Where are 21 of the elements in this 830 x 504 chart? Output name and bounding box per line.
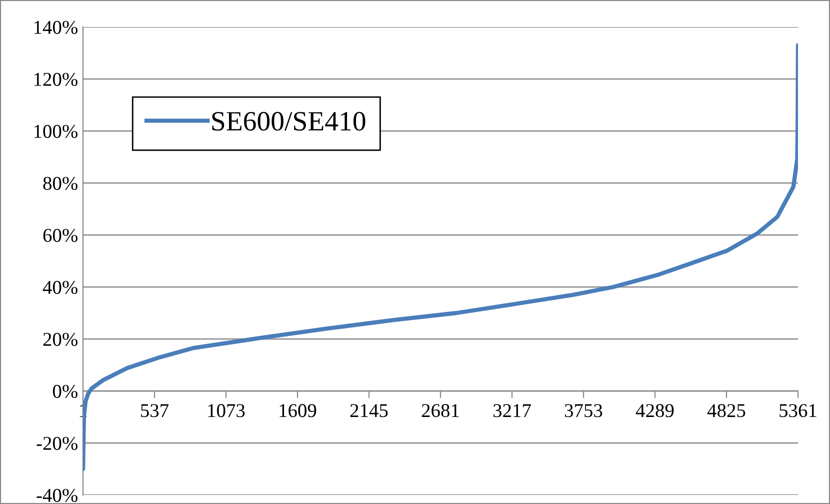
- x-tick-label: 3217: [493, 404, 531, 418]
- x-tick-label: 4289: [636, 404, 674, 418]
- x-tick-label: 1609: [280, 404, 316, 418]
- y-tick-label: -40%: [36, 488, 78, 502]
- y-tick-label: 140%: [34, 20, 78, 34]
- y-tick-label: -20%: [36, 436, 78, 450]
- x-tick-label: 4825: [707, 404, 746, 418]
- y-tick-label: 40%: [42, 280, 78, 294]
- x-tick-label: 2145: [350, 404, 388, 418]
- y-tick-label: 60%: [43, 228, 78, 242]
- y-tick-label: 100%: [34, 124, 78, 138]
- y-tick-label: 80%: [43, 176, 78, 190]
- x-tick-label: 3753: [564, 404, 602, 418]
- x-tick-label: 1073: [208, 404, 245, 418]
- x-tick-label: 537: [141, 404, 169, 418]
- y-tick-label: 120%: [34, 72, 78, 86]
- x-tick-label: 5361: [780, 404, 816, 418]
- y-tick-label: 20%: [43, 332, 78, 346]
- legend-label: SE600/SE410: [212, 112, 366, 131]
- x-tick-label: 2681: [422, 404, 459, 418]
- y-tick-label: 0%: [52, 384, 78, 398]
